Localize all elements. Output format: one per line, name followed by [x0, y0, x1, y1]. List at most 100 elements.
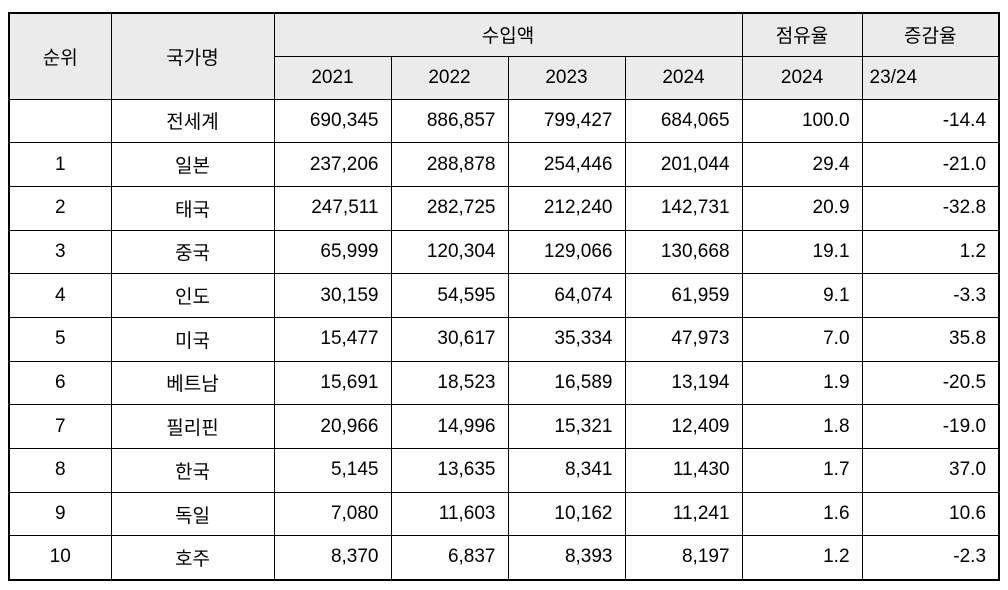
header-change-period: 23/24	[861, 55, 1000, 100]
import-value-2023-cell: 35,334	[507, 316, 626, 362]
rank-cell: 9	[8, 491, 112, 537]
rank-cell: 10	[8, 535, 112, 581]
import-value-2023-cell: 10,162	[507, 491, 626, 537]
import-value-2022-cell: 886,857	[390, 98, 509, 144]
header-year-2024: 2024	[624, 55, 743, 100]
change-cell: 37.0	[861, 448, 1000, 493]
rank-cell: 4	[8, 273, 112, 318]
change-cell: 1.2	[861, 229, 1000, 275]
country-cell: 독일	[110, 491, 275, 537]
country-cell: 호주	[110, 535, 275, 581]
change-cell: -21.0	[861, 142, 1000, 187]
share-cell: 19.1	[741, 229, 863, 275]
rank-cell	[8, 98, 112, 144]
import-statistics-table: 순위 국가명 수입액 점유율 증감율 2021 2022 2023 2024 2…	[8, 12, 1001, 581]
share-cell: 1.9	[741, 360, 863, 406]
header-row-years: 2021 2022 2023 2024 2024 23/24	[9, 55, 1000, 100]
import-value-2022-cell: 54,595	[390, 273, 509, 318]
import-value-2024-cell: 684,065	[624, 98, 743, 144]
share-cell: 9.1	[741, 273, 863, 318]
country-cell: 필리핀	[110, 404, 275, 449]
share-cell: 100.0	[741, 98, 863, 144]
change-cell: -19.0	[861, 404, 1000, 449]
header-year-2021: 2021	[273, 55, 392, 100]
import-value-2022-cell: 13,635	[390, 448, 509, 493]
table-row: 3 중국 65,999 120,304 129,066 130,668 19.1…	[8, 229, 1000, 275]
import-value-2023-cell: 254,446	[507, 142, 626, 187]
import-value-2022-cell: 30,617	[390, 316, 509, 362]
table-body: 전세계 690,345 886,857 799,427 684,065 100.…	[8, 98, 1000, 581]
change-cell: 35.8	[861, 316, 1000, 362]
import-value-2024-cell: 13,194	[624, 360, 743, 406]
import-value-2021-cell: 690,345	[273, 98, 392, 144]
import-value-2023-cell: 799,427	[507, 98, 626, 144]
import-value-2022-cell: 6,837	[390, 535, 509, 581]
import-value-2024-cell: 130,668	[624, 229, 743, 275]
table-row: 8 한국 5,145 13,635 8,341 11,430 1.7 37.0	[8, 448, 1000, 493]
table-row: 6 베트남 15,691 18,523 16,589 13,194 1.9 -2…	[8, 360, 1000, 406]
table-row: 1 일본 237,206 288,878 254,446 201,044 29.…	[8, 142, 1000, 187]
table-row: 10 호주 8,370 6,837 8,393 8,197 1.2 -2.3	[8, 535, 1000, 581]
import-value-2022-cell: 14,996	[390, 404, 509, 449]
rank-cell: 3	[8, 229, 112, 275]
import-value-2021-cell: 30,159	[273, 273, 392, 318]
header-rank: 순위	[8, 12, 112, 100]
import-value-2023-cell: 64,074	[507, 273, 626, 318]
import-value-2022-cell: 288,878	[390, 142, 509, 187]
header-year-2022: 2022	[390, 55, 509, 100]
country-cell: 미국	[110, 316, 275, 362]
rank-cell: 1	[8, 142, 112, 187]
share-cell: 1.7	[741, 448, 863, 493]
import-value-2023-cell: 129,066	[507, 229, 626, 275]
share-cell: 20.9	[741, 185, 863, 231]
import-value-2021-cell: 15,477	[273, 316, 392, 362]
share-cell: 29.4	[741, 142, 863, 187]
import-value-2023-cell: 212,240	[507, 185, 626, 231]
import-value-2021-cell: 65,999	[273, 229, 392, 275]
change-cell: -32.8	[861, 185, 1000, 231]
import-value-2024-cell: 8,197	[624, 535, 743, 581]
import-value-2021-cell: 20,966	[273, 404, 392, 449]
change-cell: -20.5	[861, 360, 1000, 406]
import-value-2021-cell: 237,206	[273, 142, 392, 187]
rank-cell: 6	[8, 360, 112, 406]
header-year-2023: 2023	[507, 55, 626, 100]
change-cell: -2.3	[861, 535, 1000, 581]
import-value-2023-cell: 15,321	[507, 404, 626, 449]
country-cell: 베트남	[110, 360, 275, 406]
import-value-2024-cell: 47,973	[624, 316, 743, 362]
header-imports-group: 수입액	[273, 12, 743, 57]
import-value-2024-cell: 142,731	[624, 185, 743, 231]
change-cell: -14.4	[861, 98, 1000, 144]
import-value-2023-cell: 8,341	[507, 448, 626, 493]
table-row: 4 인도 30,159 54,595 64,074 61,959 9.1 -3.…	[8, 273, 1000, 318]
country-cell: 중국	[110, 229, 275, 275]
import-value-2022-cell: 11,603	[390, 491, 509, 537]
header-country: 국가명	[110, 12, 275, 100]
country-cell: 인도	[110, 273, 275, 318]
import-statistics-table-container: 순위 국가명 수입액 점유율 증감율 2021 2022 2023 2024 2…	[8, 12, 1001, 581]
country-cell: 일본	[110, 142, 275, 187]
country-cell: 한국	[110, 448, 275, 493]
import-value-2021-cell: 15,691	[273, 360, 392, 406]
table-row: 2 태국 247,511 282,725 212,240 142,731 20.…	[8, 185, 1000, 231]
import-value-2024-cell: 61,959	[624, 273, 743, 318]
change-cell: -3.3	[861, 273, 1000, 318]
header-row-groups: 순위 국가명 수입액 점유율 증감율	[8, 12, 1000, 100]
import-value-2021-cell: 8,370	[273, 535, 392, 581]
import-value-2021-cell: 5,145	[273, 448, 392, 493]
table-row: 7 필리핀 20,966 14,996 15,321 12,409 1.8 -1…	[8, 404, 1000, 449]
rank-cell: 8	[8, 448, 112, 493]
import-value-2024-cell: 11,241	[624, 491, 743, 537]
country-cell: 태국	[110, 185, 275, 231]
import-value-2021-cell: 7,080	[273, 491, 392, 537]
rank-cell: 7	[8, 404, 112, 449]
import-value-2023-cell: 16,589	[507, 360, 626, 406]
change-cell: 10.6	[861, 491, 1000, 537]
country-cell: 전세계	[110, 98, 275, 144]
import-value-2022-cell: 282,725	[390, 185, 509, 231]
share-cell: 7.0	[741, 316, 863, 362]
import-value-2021-cell: 247,511	[273, 185, 392, 231]
table-row: 9 독일 7,080 11,603 10,162 11,241 1.6 10.6	[8, 491, 1000, 537]
import-value-2024-cell: 12,409	[624, 404, 743, 449]
